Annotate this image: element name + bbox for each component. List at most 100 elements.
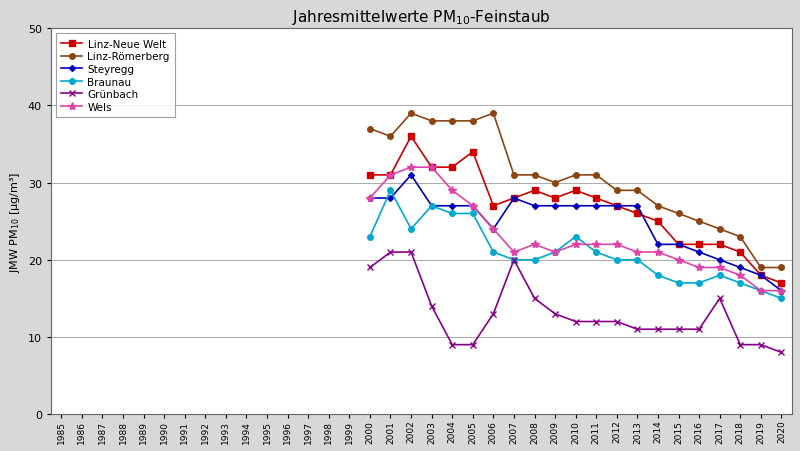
Steyregg: [674, 242, 683, 248]
Linz-Neue Welt: [777, 281, 786, 286]
Steyregg: [653, 242, 662, 248]
Grünbach: [489, 311, 498, 317]
Braunau: [735, 281, 745, 286]
Wels: [550, 250, 560, 255]
Wels: [694, 265, 704, 271]
Braunau: [365, 235, 374, 240]
Grünbach: [386, 250, 395, 255]
Linz-Neue Welt: [530, 188, 539, 193]
Steyregg: [550, 203, 560, 209]
Grünbach: [777, 350, 786, 355]
Braunau: [427, 203, 437, 209]
Braunau: [653, 273, 662, 278]
Wels: [509, 250, 518, 255]
Wels: [447, 188, 457, 193]
Braunau: [715, 273, 725, 278]
Linz-Römerberg: [633, 188, 642, 193]
Linz-Römerberg: [612, 188, 622, 193]
Grünbach: [735, 342, 745, 348]
Linz-Neue Welt: [386, 173, 395, 178]
Steyregg: [468, 203, 478, 209]
Linz-Römerberg: [530, 173, 539, 178]
Wels: [386, 173, 395, 178]
Linz-Römerberg: [509, 173, 518, 178]
Grünbach: [715, 296, 725, 301]
Braunau: [571, 235, 581, 240]
Line: Linz-Römerberg: Linz-Römerberg: [367, 111, 784, 271]
Linz-Römerberg: [735, 235, 745, 240]
Wels: [365, 196, 374, 201]
Wels: [571, 242, 581, 248]
Linz-Römerberg: [756, 265, 766, 271]
Grünbach: [653, 327, 662, 332]
Linz-Römerberg: [468, 119, 478, 124]
Linz-Römerberg: [550, 180, 560, 186]
Linz-Neue Welt: [427, 165, 437, 170]
Wels: [674, 258, 683, 263]
Linz-Römerberg: [427, 119, 437, 124]
Wels: [427, 165, 437, 170]
Linz-Römerberg: [571, 173, 581, 178]
Braunau: [777, 296, 786, 301]
Steyregg: [365, 196, 374, 201]
Linz-Neue Welt: [571, 188, 581, 193]
Linz-Neue Welt: [715, 242, 725, 248]
Wels: [777, 288, 786, 294]
Grünbach: [509, 258, 518, 263]
Braunau: [612, 258, 622, 263]
Braunau: [386, 188, 395, 193]
Wels: [715, 265, 725, 271]
Wels: [612, 242, 622, 248]
Braunau: [674, 281, 683, 286]
Braunau: [530, 258, 539, 263]
Linz-Neue Welt: [653, 219, 662, 225]
Grünbach: [571, 319, 581, 325]
Grünbach: [694, 327, 704, 332]
Linz-Neue Welt: [735, 250, 745, 255]
Linz-Neue Welt: [447, 165, 457, 170]
Grünbach: [550, 311, 560, 317]
Wels: [735, 273, 745, 278]
Wels: [756, 288, 766, 294]
Wels: [406, 165, 416, 170]
Wels: [489, 227, 498, 232]
Linz-Römerberg: [674, 212, 683, 217]
Steyregg: [715, 258, 725, 263]
Braunau: [694, 281, 704, 286]
Linz-Neue Welt: [633, 212, 642, 217]
Wels: [633, 250, 642, 255]
Linz-Neue Welt: [756, 273, 766, 278]
Wels: [530, 242, 539, 248]
Linz-Römerberg: [715, 227, 725, 232]
Braunau: [633, 258, 642, 263]
Linz-Römerberg: [386, 134, 395, 140]
Grünbach: [633, 327, 642, 332]
Steyregg: [777, 288, 786, 294]
Linz-Römerberg: [447, 119, 457, 124]
Braunau: [591, 250, 601, 255]
Title: Jahresmittelwerte PM$_{10}$-Feinstaub: Jahresmittelwerte PM$_{10}$-Feinstaub: [292, 8, 550, 27]
Line: Braunau: Braunau: [367, 188, 784, 301]
Steyregg: [406, 173, 416, 178]
Y-axis label: JMW PM$_{10}$ [μg/m³]: JMW PM$_{10}$ [μg/m³]: [8, 171, 22, 272]
Linz-Römerberg: [653, 203, 662, 209]
Grünbach: [365, 265, 374, 271]
Legend: Linz-Neue Welt, Linz-Römerberg, Steyregg, Braunau, Grünbach, Wels: Linz-Neue Welt, Linz-Römerberg, Steyregg…: [56, 34, 175, 118]
Steyregg: [386, 196, 395, 201]
Line: Grünbach: Grünbach: [366, 249, 785, 356]
Grünbach: [447, 342, 457, 348]
Steyregg: [427, 203, 437, 209]
Steyregg: [489, 227, 498, 232]
Steyregg: [756, 273, 766, 278]
Steyregg: [571, 203, 581, 209]
Linz-Neue Welt: [509, 196, 518, 201]
Wels: [653, 250, 662, 255]
Wels: [468, 203, 478, 209]
Linz-Neue Welt: [550, 196, 560, 201]
Grünbach: [591, 319, 601, 325]
Steyregg: [612, 203, 622, 209]
Grünbach: [427, 304, 437, 309]
Linz-Römerberg: [694, 219, 704, 225]
Braunau: [509, 258, 518, 263]
Linz-Neue Welt: [406, 134, 416, 140]
